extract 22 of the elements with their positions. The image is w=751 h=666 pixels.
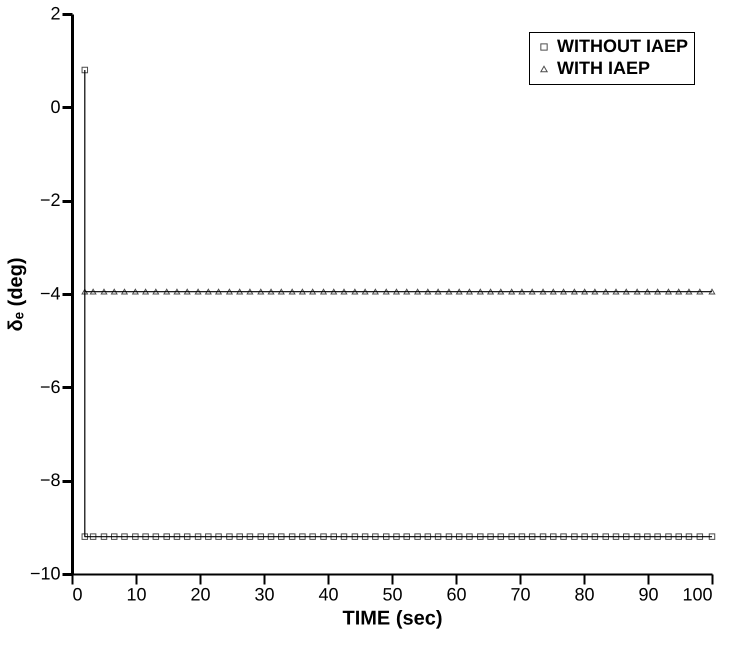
- y-tick-label: −2: [40, 190, 60, 210]
- x-tick-label: 70: [510, 584, 531, 604]
- y-tick-label: −6: [40, 376, 60, 397]
- x-tick-label: 20: [190, 584, 211, 604]
- y-tick-label: −10: [30, 564, 60, 584]
- legend-label: WITHOUT IAEP: [557, 36, 688, 56]
- x-tick-label: 60: [446, 584, 467, 604]
- x-tick-label: 40: [318, 584, 339, 604]
- x-tick-label: 10: [126, 584, 147, 604]
- x-tick-label: 0: [72, 584, 83, 604]
- x-tick-label: 100: [682, 584, 712, 604]
- y-axis-title: δₑ (deg): [4, 257, 27, 332]
- y-tick-label: 2: [50, 4, 60, 24]
- x-tick-label: 80: [574, 584, 595, 604]
- y-tick-label: −4: [40, 284, 60, 304]
- legend-label: WITH IAEP: [557, 58, 650, 78]
- x-tick-label: 30: [254, 584, 275, 604]
- y-tick-label: −8: [40, 470, 60, 490]
- y-tick-label: 0: [50, 96, 60, 117]
- x-axis-title: TIME (sec): [342, 608, 443, 630]
- x-tick-label: 90: [638, 584, 659, 604]
- x-tick-label: 50: [382, 584, 403, 604]
